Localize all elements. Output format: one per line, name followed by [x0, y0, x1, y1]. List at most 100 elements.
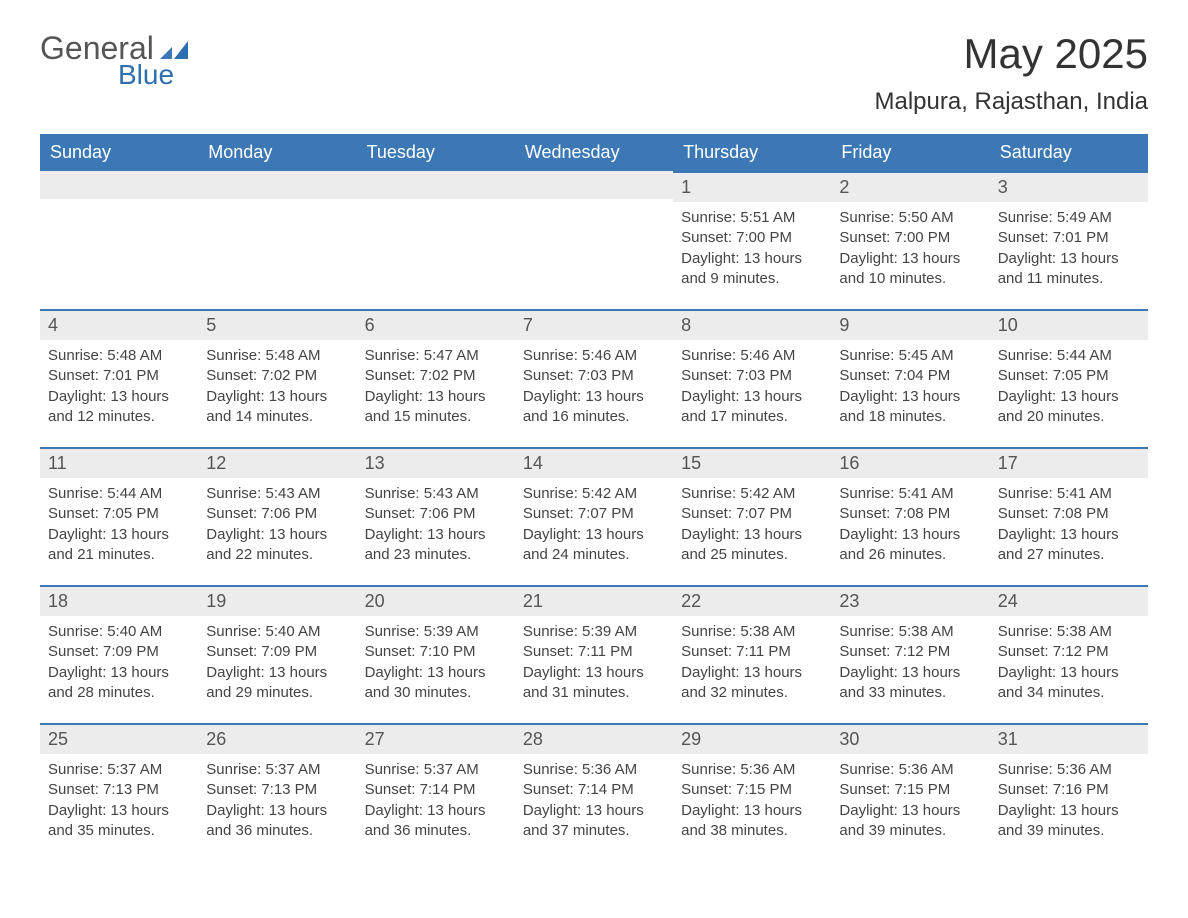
daylight-text: Daylight: 13 hours and 29 minutes. [206, 663, 348, 704]
day-header: Monday [198, 134, 356, 171]
sunrise-text: Sunrise: 5:48 AM [48, 346, 190, 366]
daylight-text: Daylight: 13 hours and 11 minutes. [998, 249, 1140, 290]
day-details: Sunrise: 5:38 AMSunset: 7:11 PMDaylight:… [673, 616, 831, 707]
sunrise-text: Sunrise: 5:36 AM [839, 760, 981, 780]
day-details: Sunrise: 5:38 AMSunset: 7:12 PMDaylight:… [831, 616, 989, 707]
day-details: Sunrise: 5:42 AMSunset: 7:07 PMDaylight:… [673, 478, 831, 569]
sunset-text: Sunset: 7:08 PM [839, 504, 981, 524]
day-number: 19 [198, 585, 356, 616]
daylight-text: Daylight: 13 hours and 28 minutes. [48, 663, 190, 704]
day-details: Sunrise: 5:41 AMSunset: 7:08 PMDaylight:… [990, 478, 1148, 569]
day-cell: 6Sunrise: 5:47 AMSunset: 7:02 PMDaylight… [357, 309, 515, 447]
day-details: Sunrise: 5:49 AMSunset: 7:01 PMDaylight:… [990, 202, 1148, 293]
day-number: 16 [831, 447, 989, 478]
sunrise-text: Sunrise: 5:36 AM [681, 760, 823, 780]
month-title: May 2025 [875, 30, 1149, 78]
day-details: Sunrise: 5:43 AMSunset: 7:06 PMDaylight:… [198, 478, 356, 569]
day-cell: 23Sunrise: 5:38 AMSunset: 7:12 PMDayligh… [831, 585, 989, 723]
day-details: Sunrise: 5:44 AMSunset: 7:05 PMDaylight:… [990, 340, 1148, 431]
day-cell: 9Sunrise: 5:45 AMSunset: 7:04 PMDaylight… [831, 309, 989, 447]
daylight-text: Daylight: 13 hours and 34 minutes. [998, 663, 1140, 704]
day-details: Sunrise: 5:47 AMSunset: 7:02 PMDaylight:… [357, 340, 515, 431]
day-cell: 14Sunrise: 5:42 AMSunset: 7:07 PMDayligh… [515, 447, 673, 585]
day-number: 30 [831, 723, 989, 754]
day-number: 1 [673, 171, 831, 202]
sunset-text: Sunset: 7:07 PM [681, 504, 823, 524]
sunrise-text: Sunrise: 5:40 AM [206, 622, 348, 642]
sunrise-text: Sunrise: 5:44 AM [998, 346, 1140, 366]
sunrise-text: Sunrise: 5:38 AM [839, 622, 981, 642]
day-cell: 19 Sunrise: 5:40 AMSunset: 7:09 PMDayligh… [198, 585, 356, 723]
day-cell: 12Sunrise: 5:43 AMSunset: 7:06 PMDayligh… [198, 447, 356, 585]
sunrise-text: Sunrise: 5:48 AM [206, 346, 348, 366]
day-cell: 17Sunrise: 5:41 AMSunset: 7:08 PMDayligh… [990, 447, 1148, 585]
day-details: Sunrise: 5:39 AMSunset: 7:11 PMDaylight:… [515, 616, 673, 707]
sunrise-text: Sunrise: 5:39 AM [523, 622, 665, 642]
calendar-table: SundayMondayTuesdayWednesdayThursdayFrid… [40, 134, 1148, 861]
location-text: Malpura, Rajasthan, India [875, 88, 1149, 116]
day-number: 17 [990, 447, 1148, 478]
sunset-text: Sunset: 7:09 PM [206, 642, 348, 662]
daylight-text: Daylight: 13 hours and 38 minutes. [681, 801, 823, 842]
day-cell: 29Sunrise: 5:36 AMSunset: 7:15 PMDayligh… [673, 723, 831, 861]
daylight-text: Daylight: 13 hours and 12 minutes. [48, 387, 190, 428]
daylight-text: Daylight: 13 hours and 21 minutes. [48, 525, 190, 566]
sunset-text: Sunset: 7:00 PM [681, 228, 823, 248]
sunrise-text: Sunrise: 5:38 AM [681, 622, 823, 642]
sunset-text: Sunset: 7:13 PM [206, 780, 348, 800]
day-details: Sunrise: 5:50 AMSunset: 7:00 PMDaylight:… [831, 202, 989, 293]
day-details: Sunrise: 5:37 AMSunset: 7:13 PMDaylight:… [40, 754, 198, 845]
day-number: 31 [990, 723, 1148, 754]
day-details: Sunrise: 5:36 AMSunset: 7:15 PMDaylight:… [831, 754, 989, 845]
sunset-text: Sunset: 7:05 PM [998, 366, 1140, 386]
sunrise-text: Sunrise: 5:50 AM [839, 208, 981, 228]
daylight-text: Daylight: 13 hours and 25 minutes. [681, 525, 823, 566]
sunrise-text: Sunrise: 5:43 AM [206, 484, 348, 504]
sunset-text: Sunset: 7:11 PM [523, 642, 665, 662]
day-details: Sunrise: 5:37 AMSunset: 7:13 PMDaylight:… [198, 754, 356, 845]
day-cell: 18Sunrise: 5:40 AMSunset: 7:09 PMDayligh… [40, 585, 198, 723]
day-cell: 22Sunrise: 5:38 AMSunset: 7:11 PMDayligh… [673, 585, 831, 723]
day-cell: 30Sunrise: 5:36 AMSunset: 7:15 PMDayligh… [831, 723, 989, 861]
daylight-text: Daylight: 13 hours and 22 minutes. [206, 525, 348, 566]
day-header: Friday [831, 134, 989, 171]
day-cell: 5Sunrise: 5:48 AMSunset: 7:02 PMDaylight… [198, 309, 356, 447]
sunrise-text: Sunrise: 5:40 AM [48, 622, 190, 642]
day-cell: 8Sunrise: 5:46 AMSunset: 7:03 PMDaylight… [673, 309, 831, 447]
sunset-text: Sunset: 7:05 PM [48, 504, 190, 524]
week-row: 4Sunrise: 5:48 AMSunset: 7:01 PMDaylight… [40, 309, 1148, 447]
day-header: Saturday [990, 134, 1148, 171]
day-number: 10 [990, 309, 1148, 340]
title-block: May 2025 Malpura, Rajasthan, India [875, 30, 1149, 116]
day-header: Wednesday [515, 134, 673, 171]
day-details: Sunrise: 5:43 AMSunset: 7:06 PMDaylight:… [357, 478, 515, 569]
day-cell: 15Sunrise: 5:42 AMSunset: 7:07 PMDayligh… [673, 447, 831, 585]
sunrise-text: Sunrise: 5:39 AM [365, 622, 507, 642]
day-number: 12 [198, 447, 356, 478]
day-number: 13 [357, 447, 515, 478]
sunset-text: Sunset: 7:01 PM [998, 228, 1140, 248]
sunrise-text: Sunrise: 5:37 AM [206, 760, 348, 780]
daylight-text: Daylight: 13 hours and 33 minutes. [839, 663, 981, 704]
day-number: 25 [40, 723, 198, 754]
sunset-text: Sunset: 7:10 PM [365, 642, 507, 662]
daylight-text: Daylight: 13 hours and 20 minutes. [998, 387, 1140, 428]
day-details: Sunrise: 5:36 AMSunset: 7:16 PMDaylight:… [990, 754, 1148, 845]
day-cell: 7Sunrise: 5:46 AMSunset: 7:03 PMDaylight… [515, 309, 673, 447]
day-details: Sunrise: 5:51 AMSunset: 7:00 PMDaylight:… [673, 202, 831, 293]
day-cell: 21Sunrise: 5:39 AMSunset: 7:11 PMDayligh… [515, 585, 673, 723]
logo: General Blue [40, 30, 196, 91]
daylight-text: Daylight: 13 hours and 23 minutes. [365, 525, 507, 566]
day-cell: 25Sunrise: 5:37 AMSunset: 7:13 PMDayligh… [40, 723, 198, 861]
day-cell: 4Sunrise: 5:48 AMSunset: 7:01 PMDaylight… [40, 309, 198, 447]
sunset-text: Sunset: 7:11 PM [681, 642, 823, 662]
daylight-text: Daylight: 13 hours and 16 minutes. [523, 387, 665, 428]
sunrise-text: Sunrise: 5:38 AM [998, 622, 1140, 642]
day-header: Thursday [673, 134, 831, 171]
sunrise-text: Sunrise: 5:51 AM [681, 208, 823, 228]
day-cell: 20Sunrise: 5:39 AMSunset: 7:10 PMDayligh… [357, 585, 515, 723]
sunrise-text: Sunrise: 5:44 AM [48, 484, 190, 504]
day-header: Tuesday [357, 134, 515, 171]
sunset-text: Sunset: 7:00 PM [839, 228, 981, 248]
sunset-text: Sunset: 7:02 PM [365, 366, 507, 386]
